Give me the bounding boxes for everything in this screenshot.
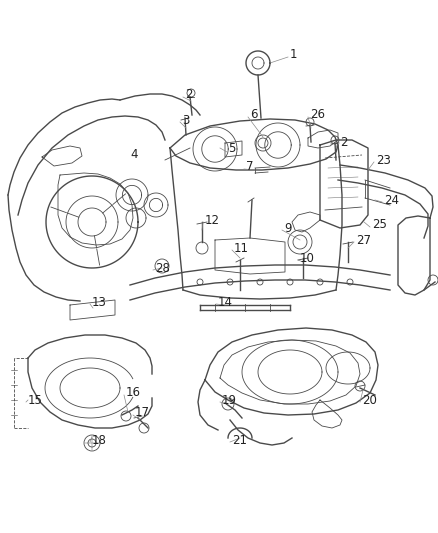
Text: 7: 7	[246, 160, 254, 174]
Text: 12: 12	[205, 214, 220, 227]
Text: 24: 24	[384, 193, 399, 206]
Text: 26: 26	[310, 109, 325, 122]
Text: 25: 25	[372, 219, 387, 231]
Text: 11: 11	[234, 241, 249, 254]
Text: 27: 27	[356, 233, 371, 246]
Text: 28: 28	[155, 262, 170, 274]
Text: 3: 3	[182, 114, 189, 126]
Text: 14: 14	[218, 295, 233, 309]
Text: 2: 2	[340, 136, 347, 149]
Text: 17: 17	[135, 407, 150, 419]
Text: 19: 19	[222, 393, 237, 407]
Text: 20: 20	[362, 393, 377, 407]
Text: 16: 16	[126, 386, 141, 400]
Text: 1: 1	[290, 49, 297, 61]
Text: 23: 23	[376, 154, 391, 166]
Text: 21: 21	[232, 433, 247, 447]
Text: 15: 15	[28, 393, 43, 407]
Text: 10: 10	[300, 252, 315, 264]
Text: 5: 5	[228, 141, 235, 155]
Text: 2: 2	[185, 88, 192, 101]
Text: 13: 13	[92, 295, 107, 309]
Text: 6: 6	[250, 109, 258, 122]
Text: 4: 4	[130, 149, 138, 161]
Text: 18: 18	[92, 433, 107, 447]
Text: 9: 9	[284, 222, 292, 235]
